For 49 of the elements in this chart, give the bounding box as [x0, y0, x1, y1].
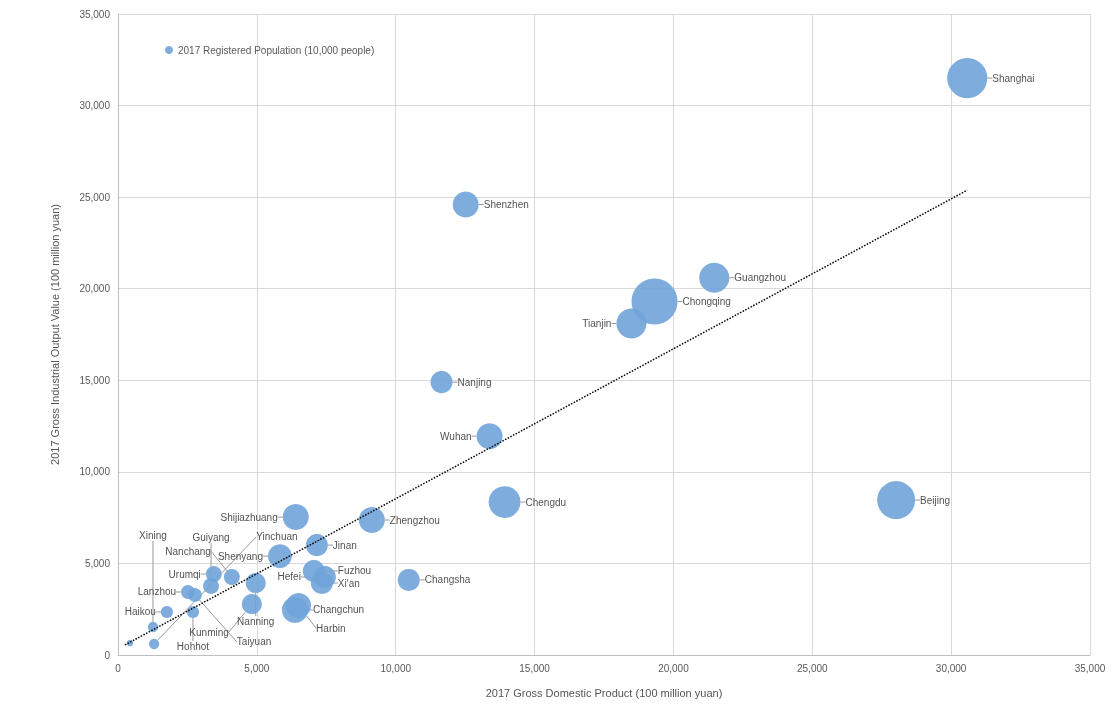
data-label: Xining [139, 530, 167, 542]
data-label: Xi'an [337, 577, 360, 589]
x-tick-label: 0 [115, 662, 122, 674]
x-tick-label: 10,000 [380, 662, 412, 674]
data-label: Chongqing [682, 296, 731, 308]
y-tick-label: 10,000 [79, 466, 111, 478]
y-axis-title: 2017 Gross Industrial Output Value (100 million yuan) [48, 204, 61, 465]
data-label: Chengdu [525, 496, 567, 508]
x-tick-label: 20,000 [658, 662, 690, 674]
y-tick-label: 30,000 [79, 100, 111, 112]
y-tick-label: 5,000 [84, 557, 111, 569]
data-label: Lanzhou [137, 586, 177, 598]
data-label: Zhengzhou [389, 514, 440, 526]
x-tick-label: 15,000 [519, 662, 551, 674]
data-label: Nanning [237, 615, 275, 627]
data-label: Changsha [424, 574, 471, 586]
data-label: Changchun [312, 604, 365, 616]
data-label: Shenyang [217, 550, 263, 562]
data-label: Fuzhou [337, 565, 372, 577]
data-label: Kunming [189, 626, 229, 638]
x-axis-title: 2017 Gross Domestic Product (100 million yuan) [485, 686, 723, 699]
data-label: Nanjing [457, 376, 492, 388]
data-label: Beijing [920, 494, 951, 506]
data-label: Guangzhou [734, 272, 787, 284]
data-label: Shijiazhuang [220, 511, 278, 523]
legend-label: 2017 Registered Population (10,000 people) [178, 44, 375, 56]
data-label: Nanchang [165, 545, 211, 557]
y-tick-label: 20,000 [79, 283, 111, 295]
data-label: Harbin [316, 622, 346, 634]
data-label: Shenzhen [483, 198, 529, 210]
data-label: Yinchuan [256, 531, 298, 543]
data-label: Taiyuan [236, 636, 272, 648]
data-label: Haikou [124, 606, 156, 618]
y-tick-label: 35,000 [79, 8, 111, 20]
y-tick-label: 0 [104, 649, 111, 661]
x-tick-label: 35,000 [1074, 662, 1106, 674]
x-tick-label: 5,000 [244, 662, 270, 674]
data-label: Wuhan [440, 430, 472, 442]
data-label: Shanghai [992, 72, 1035, 84]
y-tick-label: 15,000 [79, 374, 111, 386]
data-label: Jinan [332, 539, 357, 551]
data-label: Urumqi [168, 568, 201, 580]
data-label: Guiyang [192, 532, 230, 544]
data-label: Hohhot [176, 640, 210, 652]
data-label: Tianjin [582, 318, 612, 330]
x-tick-label: 25,000 [796, 662, 829, 674]
x-tick-label: 30,000 [935, 662, 967, 674]
data-label: Hefei [277, 571, 301, 583]
y-tick-label: 25,000 [79, 191, 111, 203]
